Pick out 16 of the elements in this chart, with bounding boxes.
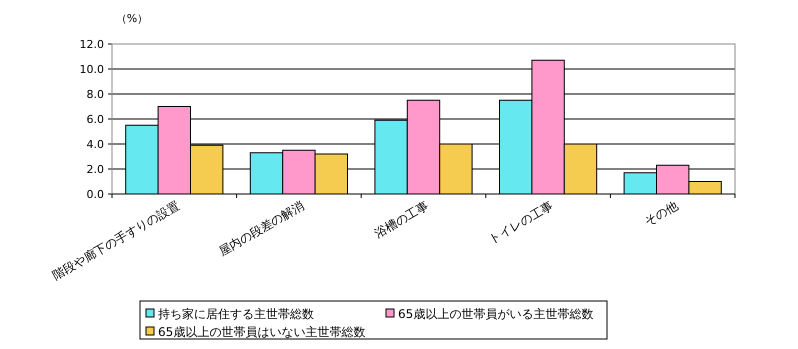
y-tick-label: 6.0 [86,113,104,126]
x-tick-label: トイレの工事 [486,198,556,247]
y-tick-label: 0.0 [86,188,104,201]
y-tick-label: 4.0 [86,138,104,151]
legend-label: 持ち家に居住する主世帯総数 [158,307,314,321]
y-tick-label: 2.0 [86,163,104,176]
y-axis-title: （%） [116,12,148,25]
x-tick-label: 浴槽の工事 [372,198,431,241]
y-tick-label: 12.0 [80,38,104,51]
x-tick-label: 屋内の段差の解消 [216,198,306,259]
legend-label: 65歳以上の世帯員はいない主世帯総数 [158,325,366,339]
legend-label: 65歳以上の世帯員がいる主世帯総数 [398,307,594,321]
y-tick-label: 10.0 [80,63,104,76]
x-tick-label: その他 [642,198,680,229]
x-tick-label: 階段や廊下の手すりの設置 [50,198,182,283]
y-tick-label: 8.0 [86,88,104,101]
